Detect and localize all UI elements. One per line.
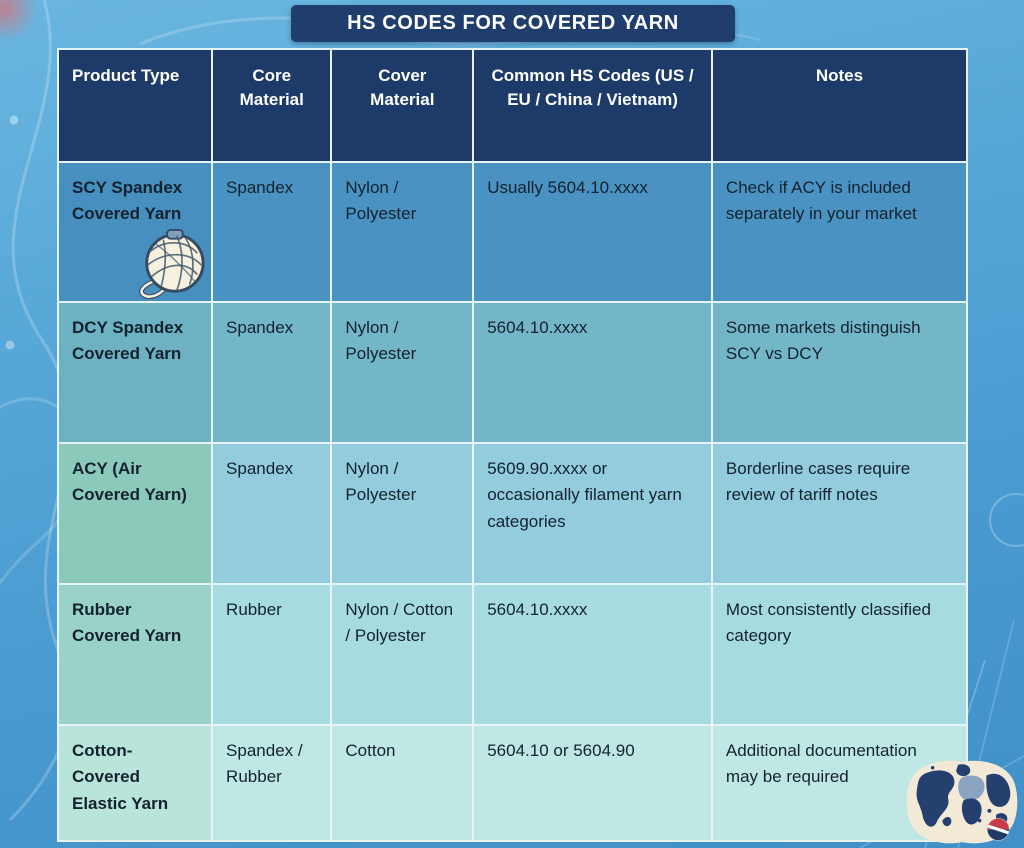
cell-core-material: Spandex xyxy=(211,442,333,585)
table-row: ACY (Air Covered Yarn) Spandex Nylon / P… xyxy=(56,442,969,585)
cell-hs-codes: 5604.10 or 5604.90 xyxy=(472,724,713,842)
cell-cover-material: Cotton xyxy=(330,724,475,842)
hs-codes-table: Product Type Core Material Cover Materia… xyxy=(56,48,969,842)
cell-product-type: DCY Spandex Covered Yarn xyxy=(56,301,214,444)
corner-smudge-decoration xyxy=(0,0,36,46)
table-row: SCY Spandex Covered Yarn xyxy=(56,161,969,303)
column-header-hs-codes: Common HS Codes (US / EU / China / Vietn… xyxy=(472,48,713,163)
page-title-text: HS CODES FOR COVERED YARN xyxy=(347,12,679,34)
table-row: DCY Spandex Covered Yarn Spandex Nylon /… xyxy=(56,301,969,444)
cell-notes: Check if ACY is included separately in y… xyxy=(710,161,969,303)
cell-core-material: Spandex xyxy=(211,301,333,444)
table-row: Rubber Covered Yarn Rubber Nylon / Cotto… xyxy=(56,583,969,726)
world-map-icon xyxy=(902,756,1022,848)
table-row: Cotton-Covered Elastic Yarn Spandex / Ru… xyxy=(56,724,969,842)
cell-product-type: Rubber Covered Yarn xyxy=(56,583,214,726)
product-name: SCY Spandex Covered Yarn xyxy=(72,178,183,224)
cell-core-material: Rubber xyxy=(211,583,333,726)
cell-product-type: ACY (Air Covered Yarn) xyxy=(56,442,214,585)
column-header-core-material: Core Material xyxy=(211,48,333,163)
cell-notes: Borderline cases require review of tarif… xyxy=(710,442,969,585)
cell-product-type: Cotton-Covered Elastic Yarn xyxy=(56,724,214,842)
cell-cover-material: Nylon / Polyester xyxy=(330,161,475,303)
cell-hs-codes: 5604.10.xxxx xyxy=(472,583,713,726)
yarn-ball-icon xyxy=(135,227,209,300)
cell-core-material: Spandex / Rubber xyxy=(211,724,333,842)
column-header-notes: Notes xyxy=(710,48,969,163)
cell-notes: Some markets distinguish SCY vs DCY xyxy=(710,301,969,444)
cell-cover-material: Nylon / Polyester xyxy=(330,442,475,585)
column-header-cover-material: Cover Material xyxy=(330,48,475,163)
column-header-product-type: Product Type xyxy=(56,48,214,163)
cell-core-material: Spandex xyxy=(211,161,333,303)
cell-product-type: SCY Spandex Covered Yarn xyxy=(56,161,214,303)
cell-notes: Most consistently classified category xyxy=(710,583,969,726)
header-row: Product Type Core Material Cover Materia… xyxy=(56,48,969,163)
cell-hs-codes: 5609.90.xxxx or occasionally filament ya… xyxy=(472,442,713,585)
page-title: HS CODES FOR COVERED YARN xyxy=(291,5,735,42)
cell-hs-codes: 5604.10.xxxx xyxy=(472,301,713,444)
cell-cover-material: Nylon / Cotton / Polyester xyxy=(330,583,475,726)
cell-cover-material: Nylon / Polyester xyxy=(330,301,475,444)
cell-hs-codes: Usually 5604.10.xxxx xyxy=(472,161,713,303)
